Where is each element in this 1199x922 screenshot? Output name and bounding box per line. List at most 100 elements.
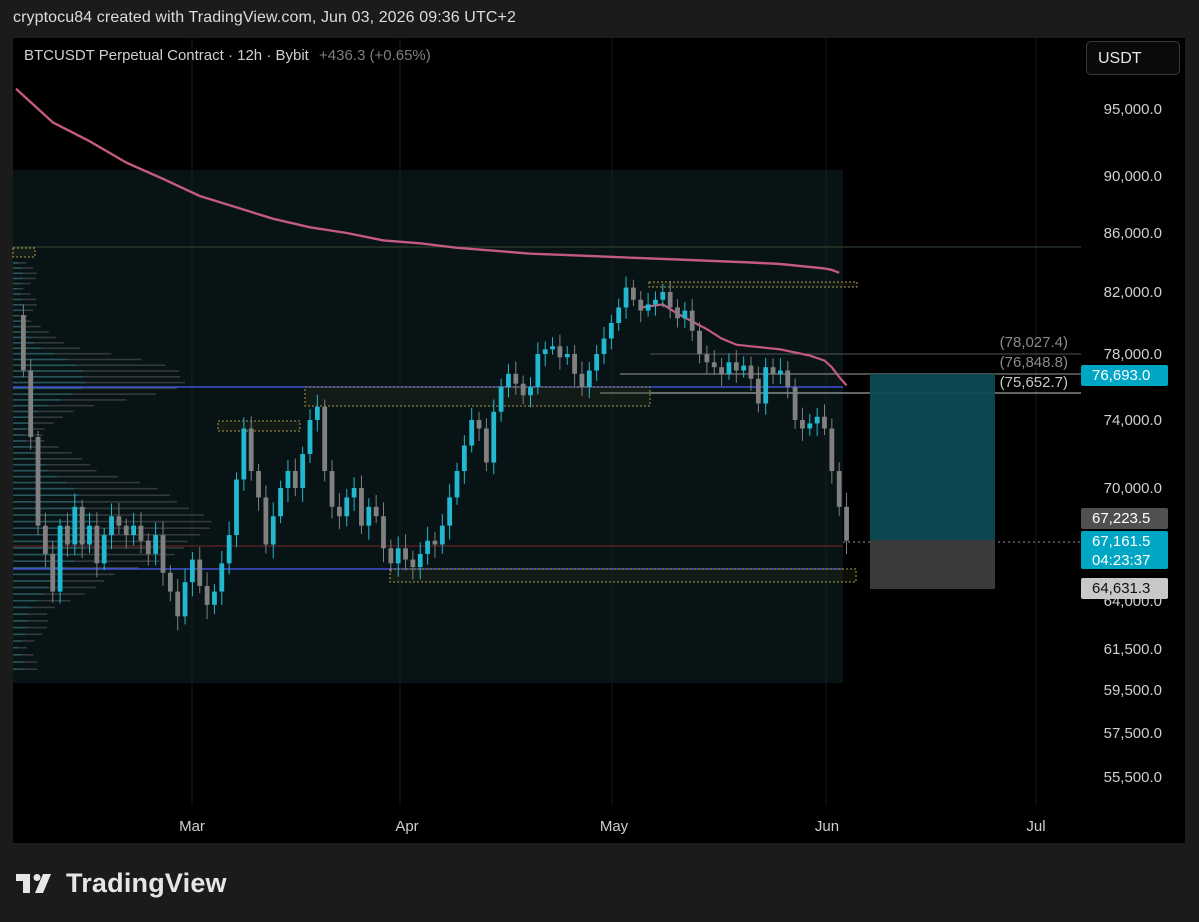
candle-body: [550, 346, 555, 350]
volume-profile-bar: [13, 298, 37, 301]
volume-profile-bar: [13, 640, 35, 642]
candle-body: [204, 585, 210, 605]
volume-profile-bar: [13, 364, 166, 367]
volume-profile-bar-up: [13, 514, 94, 516]
volume-profile-bar: [13, 347, 81, 350]
candle-body: [292, 471, 298, 488]
candle-body: [160, 535, 166, 573]
candle-body: [564, 354, 570, 358]
candle-body: [697, 330, 702, 354]
volume-profile-bar: [13, 553, 175, 556]
volume-profile-bar-up: [13, 613, 28, 615]
time-axis[interactable]: [13, 805, 1081, 843]
volume-profile-bar-up: [13, 370, 83, 372]
volume-profile-bar: [13, 633, 43, 636]
volume-profile-bar-up: [13, 399, 61, 401]
last-price-badge-bg: [1081, 531, 1168, 569]
candle-body: [667, 292, 673, 308]
candle-body: [285, 471, 291, 488]
volume-profile-bar-up: [13, 298, 23, 301]
candle-body: [800, 420, 805, 429]
volume-profile-bar: [13, 593, 85, 595]
candle-body: [594, 354, 600, 371]
price-change: +436.3 (+0.65%): [319, 47, 431, 64]
volume-profile-bar-up: [13, 410, 39, 413]
volume-profile-bar-up: [13, 507, 87, 510]
candle-body: [395, 548, 401, 564]
volume-profile-bar-up: [13, 547, 85, 549]
moving-average-long: [15, 87, 840, 274]
volume-profile-bar: [13, 352, 112, 355]
volume-profile-bar: [13, 262, 27, 264]
volume-profile-bar: [13, 540, 188, 543]
volume-profile-bar-up: [13, 475, 58, 478]
currency-button[interactable]: USDT: [1086, 41, 1180, 75]
candles: [20, 276, 849, 631]
candle-body: [484, 428, 489, 463]
symbol-title: BTCUSDT Perpetual Contract · 12h · Bybit: [24, 47, 309, 64]
volume-profile-bar-up: [13, 469, 49, 472]
tradingview-logo[interactable]: TradingView: [16, 868, 227, 899]
volume-profile-bar: [13, 458, 83, 460]
volume-profile-bar: [13, 272, 37, 275]
zone-box: [12, 247, 36, 258]
candle-body: [351, 488, 357, 498]
volume-profile-bar: [13, 599, 71, 602]
candle-body: [645, 304, 651, 311]
candle-body: [498, 387, 504, 412]
volume-profile-bar-up: [13, 520, 97, 523]
candle-body: [506, 373, 511, 387]
candle-body: [270, 516, 276, 545]
candle-body: [109, 516, 114, 536]
volume-profile-bar: [13, 487, 158, 490]
symbol-legend[interactable]: BTCUSDT Perpetual Contract · 12h · Bybit…: [24, 47, 431, 64]
candle-body: [557, 346, 563, 358]
candle-body: [836, 471, 842, 507]
candle-body: [278, 488, 283, 517]
volume-profile-bar: [13, 646, 27, 649]
candle-body: [219, 563, 225, 592]
candle-body: [145, 540, 151, 554]
price-tick-label: 90,000.0: [1104, 168, 1162, 185]
candle-body: [175, 591, 181, 617]
volume-profile-bar-up: [13, 422, 31, 424]
candle-body: [528, 387, 533, 396]
volume-profile-bar-up: [13, 580, 52, 582]
candle-body: [491, 411, 497, 463]
candle-body: [792, 387, 798, 420]
candle-body: [138, 525, 144, 541]
candle-body: [87, 525, 92, 545]
candle-body: [57, 525, 63, 592]
volume-profile-bar-up: [13, 633, 26, 636]
axis-corner: [1081, 805, 1185, 843]
candle-body: [43, 525, 48, 554]
candle-body: [623, 287, 629, 308]
volume-profile-bar-up: [13, 533, 92, 536]
volume-profile-bar-up: [13, 331, 29, 333]
prev-price-badge: 67,223.5: [1092, 510, 1150, 527]
volume-profile-bar: [13, 287, 24, 290]
candle-body: [123, 525, 129, 536]
volume-profile-bar-up: [13, 553, 81, 556]
candle-body: [131, 525, 136, 536]
volume-profile-bar-up: [13, 428, 27, 430]
candle-body: [344, 497, 350, 517]
volume-profile-bar-up: [13, 381, 86, 384]
volume-profile-bar-up: [13, 646, 19, 649]
price-axis[interactable]: [1081, 38, 1185, 805]
volume-profile-bar-up: [13, 593, 44, 595]
volume-profile-bar: [13, 358, 142, 361]
volume-profile-bar: [13, 304, 37, 306]
zone-box: [217, 420, 301, 432]
candle-body: [94, 525, 100, 564]
price-tick-label: 95,000.0: [1104, 101, 1162, 118]
volume-profile-bar-up: [13, 304, 24, 306]
volume-profile-bar-up: [13, 566, 66, 569]
candle-body: [711, 362, 717, 368]
volume-profile-bar: [13, 267, 34, 269]
stop-zone: [870, 540, 995, 589]
candle-body: [653, 299, 658, 305]
volume-profile-bar-up: [13, 560, 75, 562]
candle-body: [844, 506, 849, 541]
